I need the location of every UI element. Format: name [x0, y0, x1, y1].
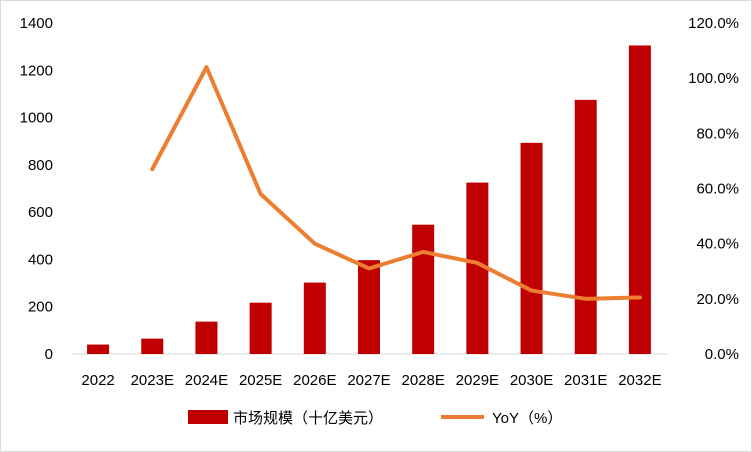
- legend-bar-swatch: [188, 410, 228, 424]
- bar-series: [87, 45, 651, 354]
- x-tick-label: 2023E: [131, 372, 174, 389]
- x-tick-label: 2032E: [618, 372, 661, 389]
- bar: [412, 224, 435, 354]
- x-tick-label: 2031E: [564, 372, 607, 389]
- bar: [358, 260, 380, 354]
- bar: [574, 99, 597, 354]
- left-tick-label: 0: [45, 346, 53, 363]
- left-axis-ticks: 0 200 400 600 800 1000 1200 1400: [20, 15, 53, 363]
- legend-line-label: YoY（%）: [492, 410, 562, 427]
- left-tick-label: 1400: [20, 15, 53, 32]
- bar: [628, 45, 651, 354]
- x-tick-label: 2029E: [456, 372, 499, 389]
- right-tick-label: 0.0%: [705, 346, 739, 363]
- bar: [520, 142, 543, 354]
- right-axis-ticks: 0.0% 20.0% 40.0% 60.0% 80.0% 100.0% 120.0%: [688, 15, 739, 363]
- x-tick-label: 2025E: [239, 372, 282, 389]
- x-tick-label: 2022: [81, 372, 114, 389]
- yoy-line: [150, 65, 642, 301]
- left-tick-label: 200: [28, 299, 53, 316]
- x-tick-label: 2026E: [293, 372, 336, 389]
- x-tick-label: 2028E: [401, 372, 444, 389]
- right-tick-label: 80.0%: [696, 125, 739, 142]
- legend-bar-label: 市场规模（十亿美元）: [233, 410, 383, 427]
- left-tick-label: 400: [28, 251, 53, 268]
- x-tick-label: 2030E: [510, 372, 553, 389]
- right-tick-label: 20.0%: [696, 291, 739, 308]
- right-tick-label: 60.0%: [696, 181, 739, 198]
- right-tick-label: 40.0%: [696, 236, 739, 253]
- bar: [195, 321, 218, 354]
- x-tick-label: 2027E: [347, 372, 390, 389]
- left-tick-label: 1200: [20, 62, 53, 79]
- bar: [249, 302, 272, 354]
- right-tick-label: 120.0%: [688, 15, 739, 32]
- bar: [303, 282, 326, 354]
- x-axis-ticks: 2022 2023E 2024E 2025E 2026E 2027E 2028E 2029E 2…: [81, 372, 661, 389]
- bar: [141, 338, 164, 354]
- left-tick-label: 800: [28, 157, 53, 174]
- legend: 市场规模（十亿美元） YoY（%）: [188, 410, 562, 427]
- left-tick-label: 600: [28, 204, 53, 221]
- x-tick-label: 2024E: [185, 372, 228, 389]
- left-tick-label: 1000: [20, 110, 53, 127]
- bar: [87, 344, 110, 354]
- bar: [466, 182, 489, 354]
- line-series: [150, 65, 642, 301]
- right-tick-label: 100.0%: [688, 70, 739, 87]
